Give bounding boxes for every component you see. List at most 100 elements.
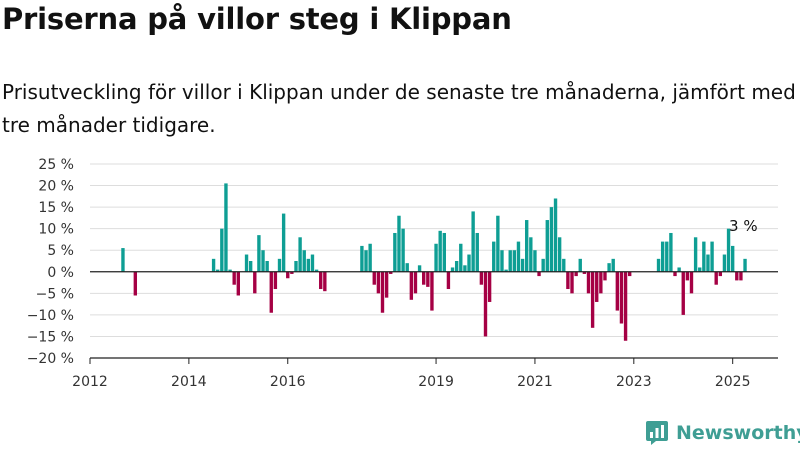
y-tick-label: 25 % [38, 157, 74, 173]
bar [574, 271, 578, 277]
bar [277, 258, 282, 272]
axes [90, 271, 778, 359]
bar [401, 228, 405, 272]
bar [265, 261, 269, 272]
bar [257, 235, 261, 272]
bar [446, 271, 451, 290]
bar [323, 271, 327, 292]
bar [730, 245, 735, 272]
bar [710, 241, 714, 272]
y-tick-label: 0 % [47, 265, 74, 281]
bar [372, 271, 376, 285]
bar [133, 271, 138, 296]
bar [669, 232, 673, 272]
y-tick-label: −15 % [27, 329, 74, 345]
bar [512, 250, 517, 272]
brand-name: Newsworthy [676, 422, 800, 444]
bar [121, 248, 125, 272]
bar [673, 271, 677, 277]
bar [483, 271, 488, 337]
bar [553, 198, 558, 272]
bar [578, 258, 582, 272]
bar [405, 263, 409, 272]
bar [211, 258, 216, 272]
bar [685, 271, 690, 281]
x-tick-label: 2012 [72, 374, 108, 390]
bar [319, 271, 323, 290]
bar [570, 271, 574, 294]
chart-title: Priserna på villor steg i Klippan [2, 2, 512, 36]
bar [236, 271, 240, 296]
bar [537, 271, 541, 277]
bar [269, 271, 273, 313]
bar [314, 269, 319, 272]
bar [298, 237, 302, 272]
bar [508, 250, 512, 272]
bar [545, 220, 549, 272]
bar [743, 258, 747, 272]
bar [504, 269, 508, 272]
bar [360, 245, 364, 272]
bar [459, 243, 463, 272]
bar [306, 258, 311, 272]
bar [302, 250, 306, 272]
bar [467, 254, 471, 272]
grid-lines [90, 163, 778, 359]
bar [689, 271, 694, 294]
bar [442, 232, 446, 272]
bar [714, 271, 718, 285]
y-tick-label: 5 % [47, 243, 74, 259]
bar [479, 271, 484, 285]
bar [566, 271, 570, 290]
bar [693, 237, 698, 272]
bar [310, 254, 315, 272]
y-tick-label: −10 % [27, 308, 74, 324]
bar [529, 237, 533, 272]
x-tick-label: 2025 [715, 374, 751, 390]
bar [739, 271, 743, 281]
bar [718, 271, 723, 277]
bar [426, 271, 430, 287]
bar [228, 269, 232, 272]
bar [471, 211, 475, 272]
bar [389, 271, 393, 274]
bar [603, 271, 607, 281]
bar [623, 271, 628, 341]
bar [549, 207, 554, 272]
bar [590, 271, 595, 328]
bar [368, 243, 372, 272]
bar [611, 258, 615, 272]
newsworthy-chart-icon [646, 421, 668, 445]
bar [434, 243, 438, 272]
bar [557, 237, 562, 272]
y-tick-label: 10 % [38, 222, 74, 238]
chart-subtitle: Prisutveckling för villor i Klippan unde… [2, 80, 796, 137]
bar [422, 271, 426, 285]
bar [430, 271, 434, 311]
bar [454, 261, 459, 272]
bar [294, 261, 298, 272]
y-tick-label: −20 % [27, 351, 74, 367]
latest-value-label: 3 % [729, 217, 758, 235]
bar [216, 269, 220, 272]
bar [722, 254, 727, 272]
bar [656, 258, 661, 272]
bar [376, 271, 381, 294]
bar [393, 232, 397, 272]
bar [253, 271, 257, 294]
bar [660, 241, 665, 272]
bar [487, 271, 492, 302]
bar [582, 271, 587, 274]
bar [273, 271, 278, 290]
bar [232, 271, 236, 285]
bar [533, 250, 537, 272]
bar [384, 271, 389, 298]
bar [286, 271, 290, 279]
annotations: 3 % [729, 217, 758, 235]
bar [500, 250, 504, 272]
bar [516, 241, 521, 272]
bar [438, 230, 442, 272]
bar [562, 258, 566, 272]
bar [628, 271, 632, 277]
